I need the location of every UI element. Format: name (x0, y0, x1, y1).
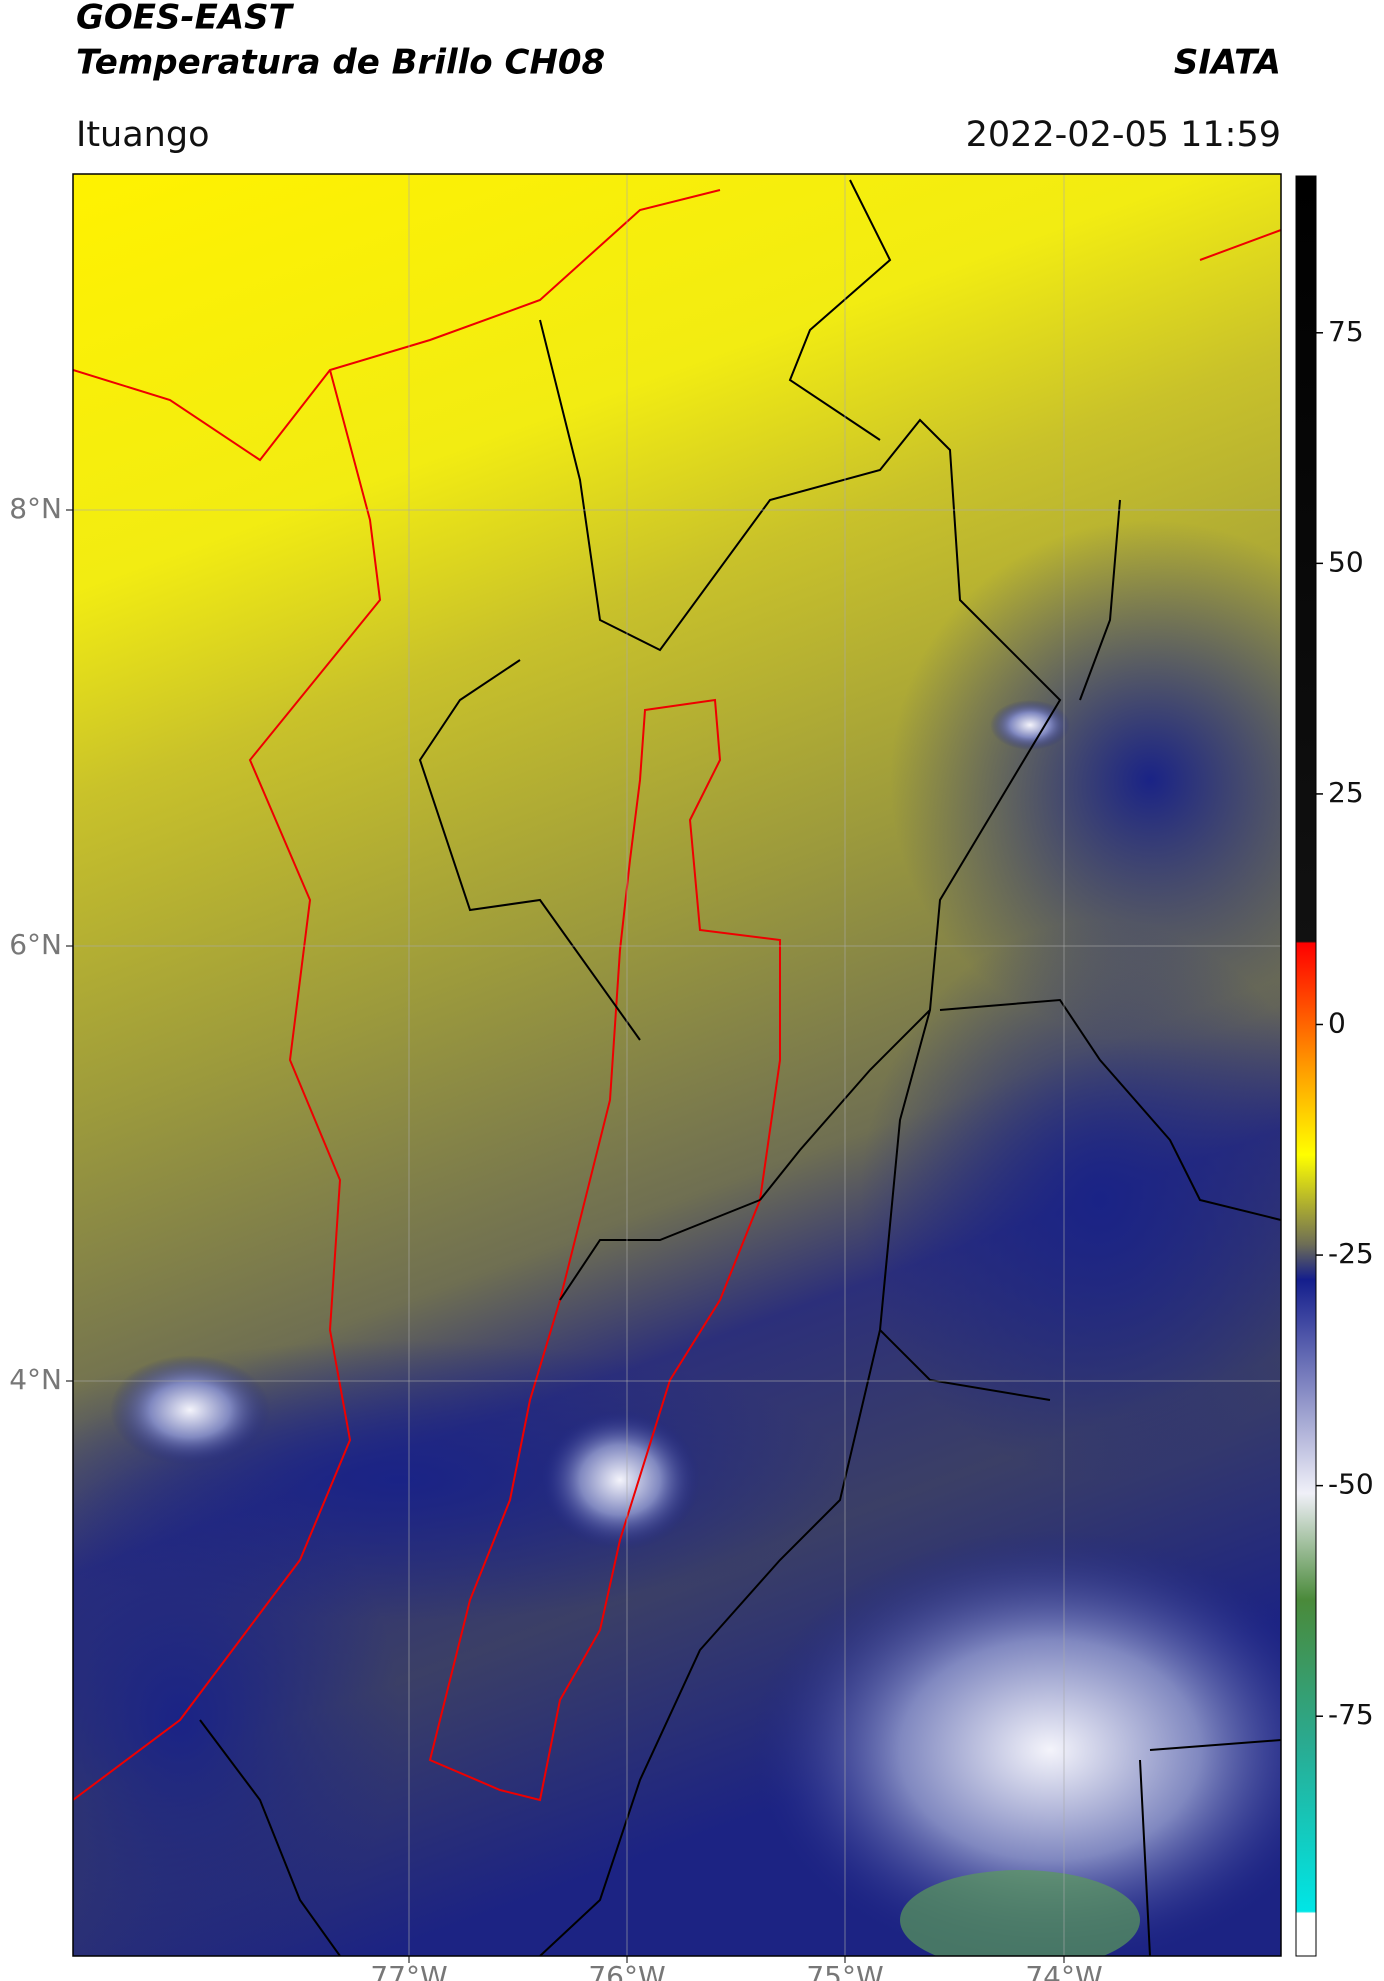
source: SIATA (1174, 43, 1281, 83)
location: Ituango (76, 115, 210, 155)
lat-label: 8°N (9, 492, 62, 525)
map-frame (72, 173, 1282, 1957)
colorbar-tick-label: 25 (1328, 776, 1364, 809)
colorbar-tick-label: 0 (1328, 1006, 1346, 1039)
colorbar-tick-label: 50 (1328, 545, 1364, 578)
colorbar-tick-label: -25 (1328, 1237, 1374, 1270)
title: GOES-EAST (76, 0, 295, 38)
colorbar-tick-label: -50 (1328, 1468, 1374, 1501)
colorbar-tick-label: 75 (1328, 315, 1364, 348)
lon-label: 77°W (370, 1960, 447, 1981)
datetime: 2022-02-05 11:59 (966, 115, 1281, 155)
lon-label: 74°W (1025, 1960, 1102, 1981)
lon-labels: 77°W 76°W 75°W 74°W (370, 1956, 1103, 1981)
lat-label: 4°N (9, 1363, 62, 1396)
lat-label: 6°N (9, 928, 62, 961)
subtitle: Temperatura de Brillo CH08 (76, 43, 605, 83)
lat-labels: 8°N 6°N 4°N (9, 492, 73, 1396)
colorbar-tick-label: -75 (1328, 1698, 1374, 1731)
colorbar (1295, 175, 1317, 1957)
lon-label: 76°W (588, 1960, 665, 1981)
satellite-image (73, 174, 1281, 1956)
colorbar-ticks: 75 50 25 0 -25 -50 -75 (1316, 315, 1374, 1731)
lon-label: 75°W (806, 1960, 883, 1981)
